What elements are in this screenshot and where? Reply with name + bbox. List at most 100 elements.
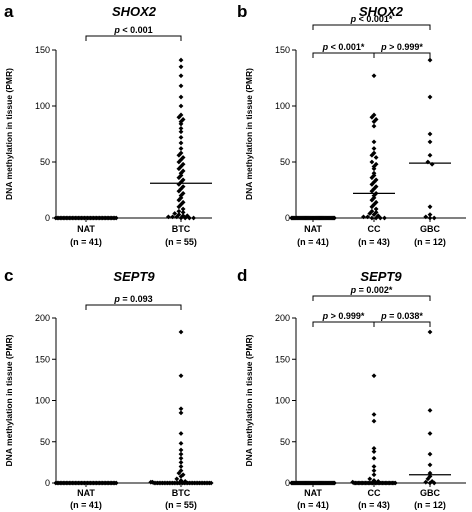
data-point xyxy=(427,212,433,218)
data-point xyxy=(176,166,182,172)
y-axis-label: DNA methylation in tissue (PMR) xyxy=(4,68,14,200)
category-label: CC xyxy=(368,488,381,498)
panel-d: d SEPT9 DNA methylation in tissue (PMR) 0 50… xyxy=(237,266,466,510)
data-point xyxy=(332,215,337,221)
data-point xyxy=(427,94,433,100)
y-axis-label: DNA methylation in tissue (PMR) xyxy=(244,68,254,200)
data-point xyxy=(176,208,182,214)
data-point xyxy=(371,373,377,379)
data-point xyxy=(373,215,379,221)
data-point xyxy=(371,202,377,207)
panel-c: c SEPT9 DNA methylation in tissue (PMR) 0 50… xyxy=(4,266,214,510)
data-point xyxy=(367,211,373,216)
data-point xyxy=(178,431,184,436)
data-point xyxy=(369,197,375,203)
p-value-label: p < 0.001* xyxy=(322,42,365,52)
data-point xyxy=(427,57,433,63)
data-point xyxy=(178,373,184,379)
significance-bracket xyxy=(312,321,375,327)
data-point xyxy=(371,464,377,469)
data-point xyxy=(371,119,377,125)
data-point xyxy=(180,210,186,215)
y-tick-label: 150 xyxy=(35,354,50,364)
y-tick-label: 150 xyxy=(35,45,50,55)
data-point xyxy=(371,449,377,455)
p-value-label: p < 0.001 xyxy=(113,25,152,35)
data-point xyxy=(178,129,184,135)
p-value-label: p > 0.999* xyxy=(322,311,365,321)
category-n-label: (n = 41) xyxy=(70,237,102,247)
significance-bracket xyxy=(373,52,431,58)
data-point xyxy=(174,476,180,482)
data-point xyxy=(427,204,433,210)
data-point xyxy=(369,182,375,187)
data-point xyxy=(371,472,377,478)
data-point xyxy=(377,215,383,221)
data-point xyxy=(178,112,184,118)
category-n-label: (n = 55) xyxy=(165,500,197,510)
data-point xyxy=(176,204,182,210)
y-tick-label: 100 xyxy=(35,396,50,406)
data-point xyxy=(178,406,184,412)
significance-bracket xyxy=(312,24,431,30)
data-point xyxy=(427,215,433,221)
data-point xyxy=(178,126,184,131)
y-tick-label: 50 xyxy=(40,157,50,167)
panel-title: SEPT9 xyxy=(113,269,155,284)
data-point xyxy=(392,480,398,486)
y-tick-label: 100 xyxy=(35,101,50,111)
significance-bracket xyxy=(312,52,375,58)
data-point xyxy=(176,159,182,165)
data-point xyxy=(178,410,184,416)
y-tick-label: 150 xyxy=(275,354,290,364)
data-point xyxy=(371,166,377,172)
panel-a: a SHOX2 DNA methylation in tissue (PMR) 0 50… xyxy=(4,2,212,247)
category-label: GBC xyxy=(420,488,441,498)
category-label: BTC xyxy=(172,224,191,234)
data-point xyxy=(371,112,377,118)
data-point xyxy=(180,168,186,174)
data-point xyxy=(371,212,377,218)
data-point xyxy=(178,64,184,70)
data-point xyxy=(373,206,379,212)
data-point xyxy=(184,213,190,219)
data-point xyxy=(180,206,186,212)
data-point xyxy=(166,214,171,220)
category-n-label: (n = 43) xyxy=(358,237,390,247)
data-point xyxy=(178,134,184,140)
significance-bracket xyxy=(312,295,431,301)
data-point xyxy=(369,114,375,120)
data-point xyxy=(178,73,184,79)
y-tick-label: 100 xyxy=(275,396,290,406)
data-point xyxy=(332,480,337,486)
data-point xyxy=(427,329,433,335)
data-point xyxy=(371,150,377,156)
data-point xyxy=(361,214,366,220)
data-point xyxy=(178,474,184,479)
data-point xyxy=(371,123,377,129)
data-point xyxy=(427,451,433,457)
panel-title: SHOX2 xyxy=(112,4,157,19)
category-label: NAT xyxy=(304,488,322,498)
data-point xyxy=(427,131,433,137)
data-point xyxy=(178,94,184,100)
data-point xyxy=(431,480,437,486)
data-point xyxy=(174,214,180,220)
category-n-label: (n = 41) xyxy=(70,500,102,510)
y-tick-label: 0 xyxy=(285,478,290,488)
data-point xyxy=(178,146,184,151)
category-label: NAT xyxy=(77,488,95,498)
data-point xyxy=(178,447,184,453)
data-point xyxy=(172,211,178,216)
p-value-label: p = 0.002* xyxy=(350,285,393,295)
data-point xyxy=(178,455,184,461)
data-point xyxy=(176,470,182,476)
data-point xyxy=(371,186,377,192)
p-value-label: p > 0.999* xyxy=(380,42,423,52)
data-point xyxy=(178,459,184,465)
y-tick-label: 100 xyxy=(275,101,290,111)
data-point xyxy=(178,164,184,169)
data-point xyxy=(365,214,371,220)
data-point xyxy=(180,161,186,167)
panel-letter: c xyxy=(4,266,13,285)
